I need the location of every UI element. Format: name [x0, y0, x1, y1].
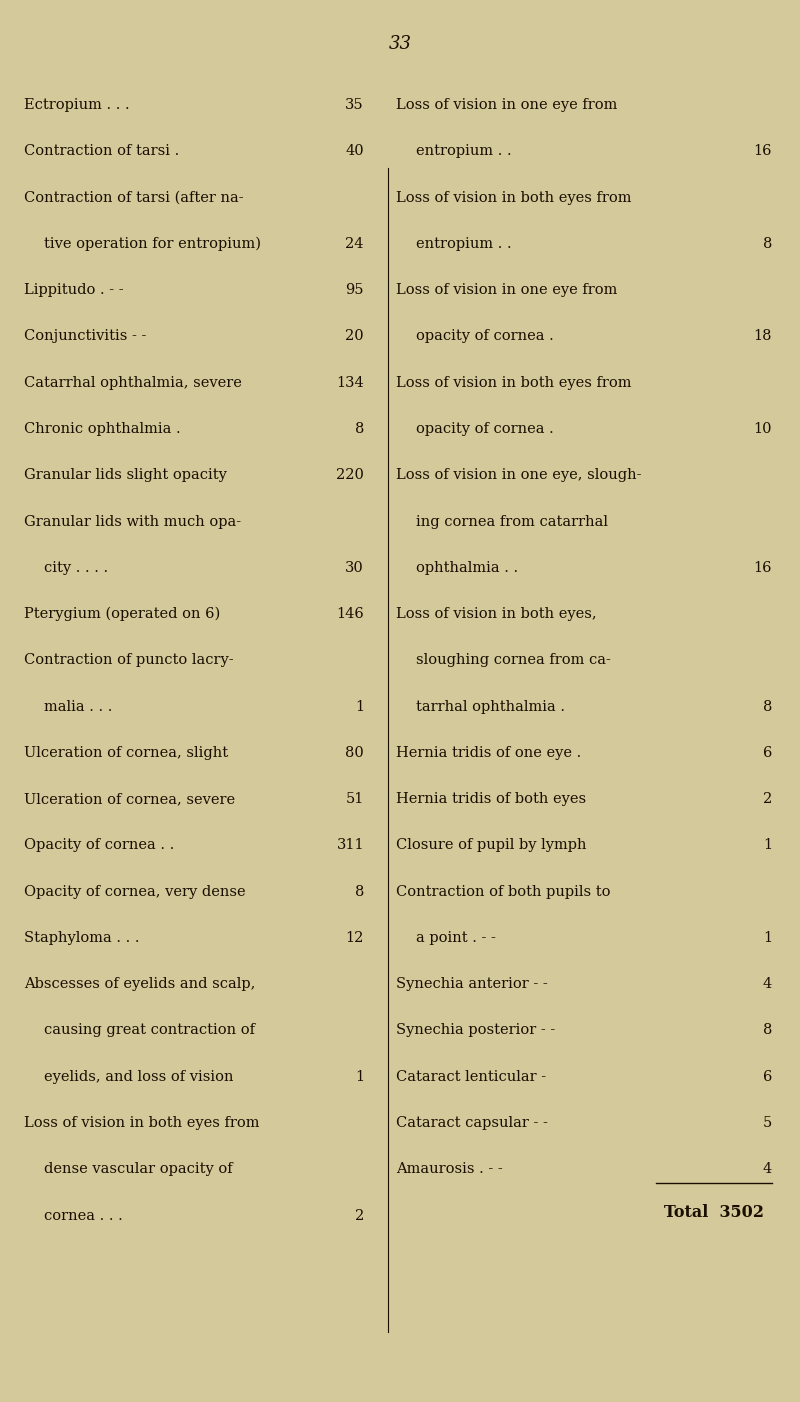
Text: dense vascular opacity of: dense vascular opacity of	[44, 1162, 233, 1176]
Text: Chronic ophthalmia .: Chronic ophthalmia .	[24, 422, 181, 436]
Text: 10: 10	[754, 422, 772, 436]
Text: 40: 40	[346, 144, 364, 158]
Text: Loss of vision in one eye from: Loss of vision in one eye from	[396, 98, 618, 112]
Text: 2: 2	[354, 1209, 364, 1223]
Text: cornea . . .: cornea . . .	[44, 1209, 122, 1223]
Text: Closure of pupil by lymph: Closure of pupil by lymph	[396, 838, 586, 852]
Text: 16: 16	[754, 144, 772, 158]
Text: Cataract capsular - -: Cataract capsular - -	[396, 1116, 548, 1130]
Text: city . . . .: city . . . .	[44, 561, 108, 575]
Text: 80: 80	[346, 746, 364, 760]
Text: 6: 6	[762, 746, 772, 760]
Text: 51: 51	[346, 792, 364, 806]
Text: tive operation for entropium): tive operation for entropium)	[44, 237, 261, 251]
Text: 30: 30	[346, 561, 364, 575]
Text: Contraction of tarsi (after na-: Contraction of tarsi (after na-	[24, 191, 244, 205]
Text: 1: 1	[763, 931, 772, 945]
Text: Synechia anterior - -: Synechia anterior - -	[396, 977, 548, 991]
Text: 5: 5	[762, 1116, 772, 1130]
Text: Pterygium (operated on 6): Pterygium (operated on 6)	[24, 607, 220, 621]
Text: Loss of vision in one eye from: Loss of vision in one eye from	[396, 283, 618, 297]
Text: tarrhal ophthalmia .: tarrhal ophthalmia .	[416, 700, 565, 714]
Text: 24: 24	[346, 237, 364, 251]
Text: 134: 134	[336, 376, 364, 390]
Text: Granular lids with much opa-: Granular lids with much opa-	[24, 515, 241, 529]
Text: malia . . .: malia . . .	[44, 700, 112, 714]
Text: Loss of vision in both eyes from: Loss of vision in both eyes from	[396, 376, 631, 390]
Text: Contraction of puncto lacry-: Contraction of puncto lacry-	[24, 653, 234, 667]
Text: 6: 6	[762, 1070, 772, 1084]
Text: Opacity of cornea, very dense: Opacity of cornea, very dense	[24, 885, 246, 899]
Text: Hernia tridis of both eyes: Hernia tridis of both eyes	[396, 792, 586, 806]
Text: 1: 1	[355, 700, 364, 714]
Text: 8: 8	[762, 1023, 772, 1037]
Text: Cataract lenticular -: Cataract lenticular -	[396, 1070, 546, 1084]
Text: 8: 8	[354, 422, 364, 436]
Text: Loss of vision in one eye, slough-: Loss of vision in one eye, slough-	[396, 468, 642, 482]
Text: Ulceration of cornea, severe: Ulceration of cornea, severe	[24, 792, 235, 806]
Text: Ectropium . . .: Ectropium . . .	[24, 98, 130, 112]
Text: 220: 220	[336, 468, 364, 482]
Text: 8: 8	[354, 885, 364, 899]
Text: sloughing cornea from ca-: sloughing cornea from ca-	[416, 653, 611, 667]
Text: Contraction of tarsi .: Contraction of tarsi .	[24, 144, 179, 158]
Text: ing cornea from catarrhal: ing cornea from catarrhal	[416, 515, 608, 529]
Text: causing great contraction of: causing great contraction of	[44, 1023, 255, 1037]
Text: 12: 12	[346, 931, 364, 945]
Text: Lippitudo . - -: Lippitudo . - -	[24, 283, 124, 297]
Text: 4: 4	[762, 1162, 772, 1176]
Text: 1: 1	[355, 1070, 364, 1084]
Text: Amaurosis . - -: Amaurosis . - -	[396, 1162, 502, 1176]
Text: 8: 8	[762, 700, 772, 714]
Text: opacity of cornea .: opacity of cornea .	[416, 422, 554, 436]
Text: eyelids, and loss of vision: eyelids, and loss of vision	[44, 1070, 234, 1084]
Text: Ulceration of cornea, slight: Ulceration of cornea, slight	[24, 746, 228, 760]
Text: 8: 8	[762, 237, 772, 251]
Text: Loss of vision in both eyes from: Loss of vision in both eyes from	[396, 191, 631, 205]
Text: Opacity of cornea . .: Opacity of cornea . .	[24, 838, 174, 852]
Text: 1: 1	[763, 838, 772, 852]
Text: entropium . .: entropium . .	[416, 144, 512, 158]
Text: a point . - -: a point . - -	[416, 931, 496, 945]
Text: 16: 16	[754, 561, 772, 575]
Text: 35: 35	[346, 98, 364, 112]
Text: Contraction of both pupils to: Contraction of both pupils to	[396, 885, 610, 899]
Text: ophthalmia . .: ophthalmia . .	[416, 561, 518, 575]
Text: 2: 2	[762, 792, 772, 806]
Text: 95: 95	[346, 283, 364, 297]
Text: Granular lids slight opacity: Granular lids slight opacity	[24, 468, 227, 482]
Text: 20: 20	[346, 329, 364, 343]
Text: Total  3502: Total 3502	[664, 1204, 764, 1221]
Text: Loss of vision in both eyes,: Loss of vision in both eyes,	[396, 607, 597, 621]
Text: Conjunctivitis - -: Conjunctivitis - -	[24, 329, 146, 343]
Text: 33: 33	[389, 35, 411, 53]
Text: 146: 146	[336, 607, 364, 621]
Text: Synechia posterior - -: Synechia posterior - -	[396, 1023, 555, 1037]
Text: Staphyloma . . .: Staphyloma . . .	[24, 931, 139, 945]
Text: 4: 4	[762, 977, 772, 991]
Text: Hernia tridis of one eye .: Hernia tridis of one eye .	[396, 746, 582, 760]
Text: 18: 18	[754, 329, 772, 343]
Text: Catarrhal ophthalmia, severe: Catarrhal ophthalmia, severe	[24, 376, 242, 390]
Text: opacity of cornea .: opacity of cornea .	[416, 329, 554, 343]
Text: Loss of vision in both eyes from: Loss of vision in both eyes from	[24, 1116, 259, 1130]
Text: 311: 311	[336, 838, 364, 852]
Text: Abscesses of eyelids and scalp,: Abscesses of eyelids and scalp,	[24, 977, 255, 991]
Text: entropium . .: entropium . .	[416, 237, 512, 251]
